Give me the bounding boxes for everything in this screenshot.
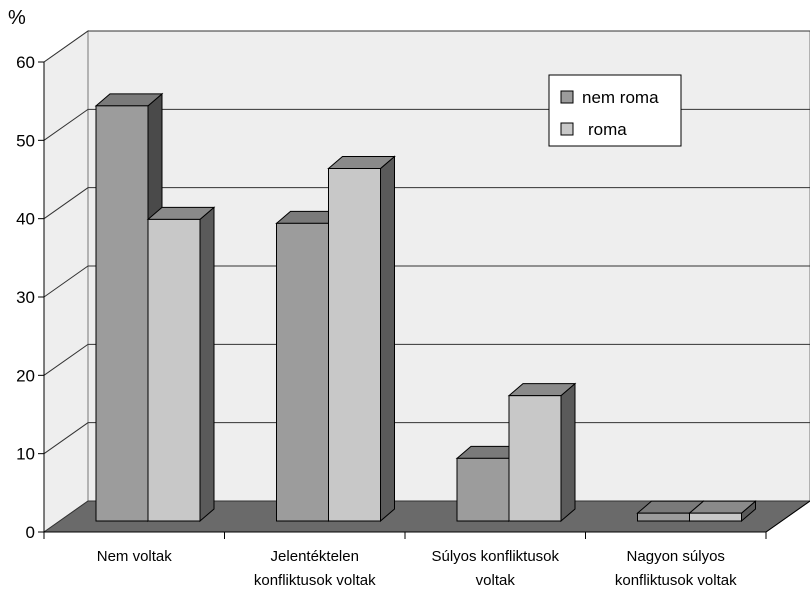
y-tick-label: 0 (26, 523, 35, 542)
x-category-label: konfliktusok voltak (615, 572, 737, 589)
legend-swatch (560, 122, 574, 136)
x-category-label: voltak (476, 572, 516, 589)
x-category-label: konfliktusok voltak (254, 572, 376, 589)
y-axis: 0 10 20 30 40 50 60 (16, 53, 45, 542)
x-category-label: Súlyos konfliktusok (431, 548, 559, 565)
x-axis-depth-line (765, 500, 810, 533)
bar-side (199, 206, 215, 523)
legend: nem roma roma (548, 74, 682, 147)
y-tick-label: 30 (16, 288, 35, 307)
bar-front (147, 218, 201, 522)
x-category-label: Jelentéktelen (271, 548, 359, 565)
gridline (43, 265, 810, 298)
bar (146, 206, 216, 523)
bar-front (637, 512, 690, 522)
y-tick-label: 50 (16, 131, 35, 150)
bar-front (328, 168, 381, 522)
y-tick-label: 60 (16, 53, 35, 72)
bar-front (456, 457, 510, 522)
x-category-label: Nem voltak (97, 548, 173, 565)
x-axis: Nem voltak Jelentéktelen konfliktusok volt… (43, 500, 810, 589)
gridline (43, 30, 810, 63)
y-unit-label: % (8, 7, 26, 29)
bar-front (276, 222, 329, 522)
gridline (43, 187, 810, 220)
bar-front (689, 512, 742, 522)
y-tick-label: 40 (16, 210, 35, 229)
legend-label: nem roma (582, 88, 659, 107)
bar-side (380, 155, 395, 523)
legend-label: roma (588, 120, 627, 139)
legend-swatch (560, 90, 574, 104)
bar (688, 500, 757, 523)
bar (507, 382, 577, 523)
gridline (43, 343, 810, 376)
x-category-label: Nagyon súlyos (627, 548, 725, 565)
y-tick-label: 10 (16, 445, 35, 464)
bar-side (560, 382, 576, 523)
bars (94, 92, 757, 523)
y-tick-label: 20 (16, 366, 35, 385)
bar (327, 155, 396, 523)
bar-front (508, 395, 562, 522)
bar-front (95, 105, 149, 522)
